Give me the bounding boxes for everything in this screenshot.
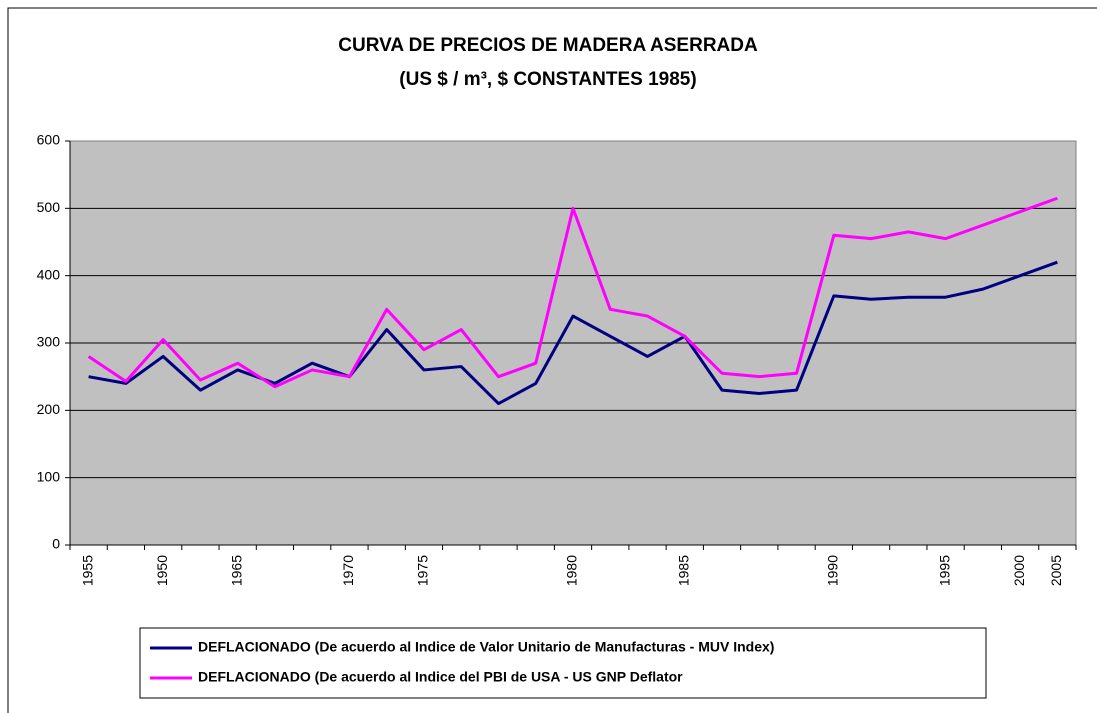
series-line: [88, 260, 1058, 406]
y-tick-label: 500: [37, 199, 61, 215]
x-tick-label: 1975: [415, 555, 431, 586]
chart-title: CURVA DE PRECIOS DE MADERA ASERRADA: [338, 35, 758, 56]
x-tick-label: 1965: [228, 555, 244, 586]
x-tick-label: 1980: [564, 555, 580, 586]
y-tick-label: 400: [37, 266, 61, 282]
x-tick-label: 1970: [340, 555, 356, 586]
x-tick-label: 1985: [675, 555, 691, 586]
x-tick-label: 2000: [1011, 555, 1027, 586]
x-tick-label: 1955: [79, 555, 95, 586]
x-tick-label: 2005: [1048, 555, 1064, 586]
x-tick-label: 1990: [825, 555, 841, 586]
x-tick-label: 1950: [154, 555, 170, 586]
chart-subtitle: (US $ / m³, $ CONSTANTES 1985): [399, 69, 696, 90]
y-tick-label: 600: [37, 132, 61, 148]
y-tick-label: 100: [37, 468, 61, 484]
legend-label: DEFLACIONADO (De acuerdo al Indice de Va…: [198, 639, 774, 655]
x-tick-label: 1995: [936, 555, 952, 586]
y-tick-label: 200: [37, 401, 61, 417]
legend-box: [139, 627, 987, 699]
y-tick-label: 300: [37, 334, 61, 350]
legend-label: DEFLACIONADO (De acuerdo al Indice del P…: [198, 669, 683, 685]
y-tick-label: 0: [52, 536, 60, 552]
series-line: [87, 196, 1058, 389]
